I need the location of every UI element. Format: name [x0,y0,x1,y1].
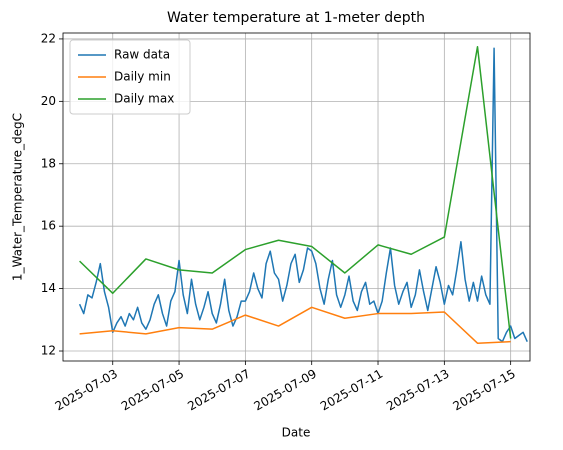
chart-title: Water temperature at 1-meter depth [167,10,425,26]
legend-label: Daily min [114,70,171,84]
legend: Raw data Daily min Daily max [69,39,191,115]
data-line [79,306,511,344]
legend-box [69,39,191,115]
legend-label: Daily max [114,92,174,106]
y-tick-label: 20 [41,94,56,108]
y-tick-label: 14 [41,281,56,295]
axes-frame [62,32,531,362]
plot-area [78,45,528,344]
y-tick-label: 16 [41,219,56,233]
data-line [79,45,512,339]
legend-label: Raw data [114,48,170,62]
y-tick-label: 22 [41,31,56,45]
data-line [78,47,528,343]
y-tick-label: 18 [41,156,56,170]
y-axis-label: 1_Water_Temperature_degC [11,113,25,281]
x-axis-label: Date [282,426,311,440]
y-tick-label: 12 [41,344,56,358]
